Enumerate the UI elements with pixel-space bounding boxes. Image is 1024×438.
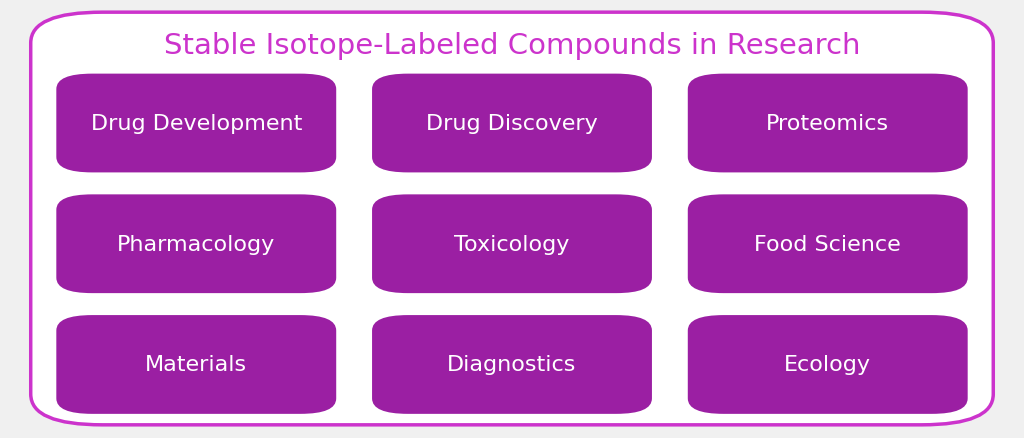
FancyBboxPatch shape	[372, 315, 652, 414]
FancyBboxPatch shape	[31, 13, 993, 425]
FancyBboxPatch shape	[372, 74, 652, 173]
Text: Pharmacology: Pharmacology	[117, 234, 275, 254]
Text: Ecology: Ecology	[784, 355, 871, 374]
FancyBboxPatch shape	[56, 74, 336, 173]
Text: Materials: Materials	[145, 355, 248, 374]
FancyBboxPatch shape	[688, 195, 968, 293]
Text: Drug Development: Drug Development	[90, 114, 302, 134]
Text: Toxicology: Toxicology	[455, 234, 569, 254]
FancyBboxPatch shape	[56, 195, 336, 293]
FancyBboxPatch shape	[688, 74, 968, 173]
FancyBboxPatch shape	[688, 315, 968, 414]
Text: Drug Discovery: Drug Discovery	[426, 114, 598, 134]
FancyBboxPatch shape	[56, 315, 336, 414]
FancyBboxPatch shape	[372, 195, 652, 293]
Text: Diagnostics: Diagnostics	[447, 355, 577, 374]
Text: Stable Isotope-Labeled Compounds in Research: Stable Isotope-Labeled Compounds in Rese…	[164, 32, 860, 60]
Text: Food Science: Food Science	[755, 234, 901, 254]
Text: Proteomics: Proteomics	[766, 114, 889, 134]
